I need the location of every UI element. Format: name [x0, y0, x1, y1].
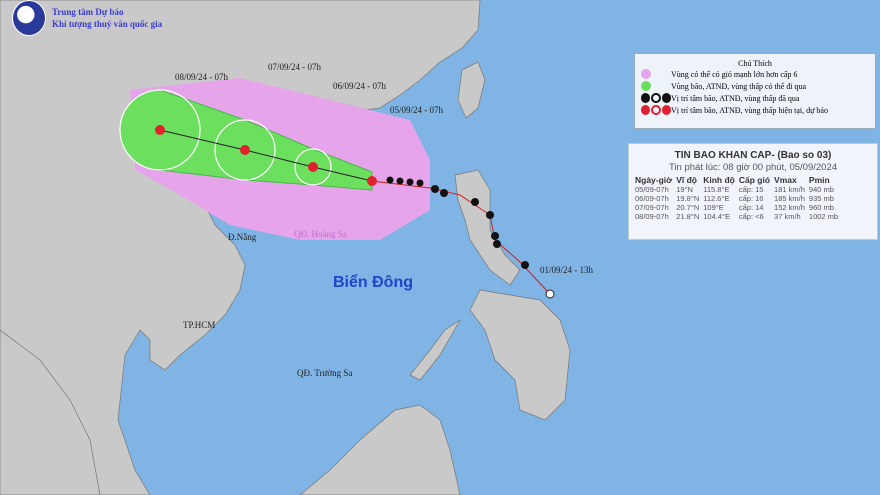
past-symbols: [386, 176, 529, 269]
borneo: [299, 404, 461, 495]
bulletin-panel: TIN BAO KHAN CAP- (Bao so 03) Tin phát l…: [628, 143, 878, 240]
forecast-circle-08-09: [119, 89, 201, 171]
bulletin-title: TIN BAO KHAN CAP- (Bao so 03): [674, 150, 832, 161]
storm-symbol: [367, 176, 377, 186]
forecast-symbols: [155, 125, 377, 186]
legend-item: Vùng bão, ATNĐ, vùng thấp có thể đi qua: [641, 80, 875, 92]
storm-symbol: [240, 145, 250, 155]
table-row: 05/09-07h 19°N 115.8°E cấp: 15 181 km/h 940 m…: [635, 185, 834, 194]
table-row: 07/09-07h 20.7°N 109°E cấp: 14 152 km/h 960 m…: [635, 203, 834, 212]
org-line2: Khí tượng thuỷ văn quốc gia: [52, 19, 163, 29]
track-label: 01/09/24 - 13h: [540, 265, 593, 275]
place-da-nang: Đ.Nẵng: [228, 232, 257, 242]
place-truong-sa: QĐ. Trường Sa: [297, 368, 353, 378]
org-line1: Trung tâm Dự báo: [52, 7, 124, 17]
storm-symbol: [155, 125, 165, 135]
legend-item: Vị trí tâm bão, ATNĐ, vùng thấp đã qua: [641, 92, 875, 104]
luzon: [454, 169, 521, 286]
legend-item: Vùng có thể có gió mạnh lớn hơn cấp 6: [641, 68, 875, 80]
legend: Chú Thích Vùng có thể có gió mạnh lớn hơ…: [634, 53, 876, 129]
storm-symbol: [308, 162, 318, 172]
header: Trung tâm Dự báo Khí tượng thuỷ văn quốc…: [12, 0, 162, 36]
bulletin-issued: Tin phát lúc: 08 giờ 00 phút, 05/09/2024: [668, 162, 838, 173]
green-circle-icon: [641, 81, 651, 91]
place-tp-hcm: TP.HCM: [183, 320, 216, 330]
legend-item: Vị trí tâm bão, ATNĐ, vùng thấp hiện tại…: [641, 104, 875, 116]
pink-circle-icon: [641, 69, 651, 79]
taiwan: [457, 61, 486, 119]
palawan: [409, 319, 461, 381]
track-label: 08/09/24 - 07h: [175, 72, 228, 82]
table-row: 08/09-07h 21.8°N 104.4°E cấp: <6 37 km/h 1002…: [635, 212, 839, 221]
black-storm-symbols-icon: [641, 93, 671, 103]
place-bien-dong: Biển Đông: [333, 274, 413, 291]
track-label: 05/09/24 - 07h: [390, 105, 443, 115]
track-label: 06/09/24 - 07h: [333, 81, 386, 91]
forecast-circle-06-09: [294, 148, 332, 186]
red-storm-symbols-icon: [641, 105, 671, 115]
start-point: [545, 289, 555, 299]
table-row: 06/09-07h 19.8°N 112.6°E cấp: 16 185 km/h 935…: [635, 194, 834, 203]
track-label: 07/09/24 - 07h: [268, 62, 321, 72]
nchmf-logo: [12, 0, 46, 36]
place-hoang-sa: QĐ. Hoàng Sa: [294, 229, 347, 239]
legend-title: Chú Thích: [738, 59, 772, 68]
forecast-circle-07-09: [214, 119, 276, 181]
bulletin-table: Ngày-giờ Vĩ độ Kinh độ Cấp gió Vmax Pmin 05/0…: [635, 175, 842, 221]
thai-malay: [0, 329, 101, 495]
philippines-south: [469, 289, 571, 421]
forecast-track: [159, 129, 373, 182]
